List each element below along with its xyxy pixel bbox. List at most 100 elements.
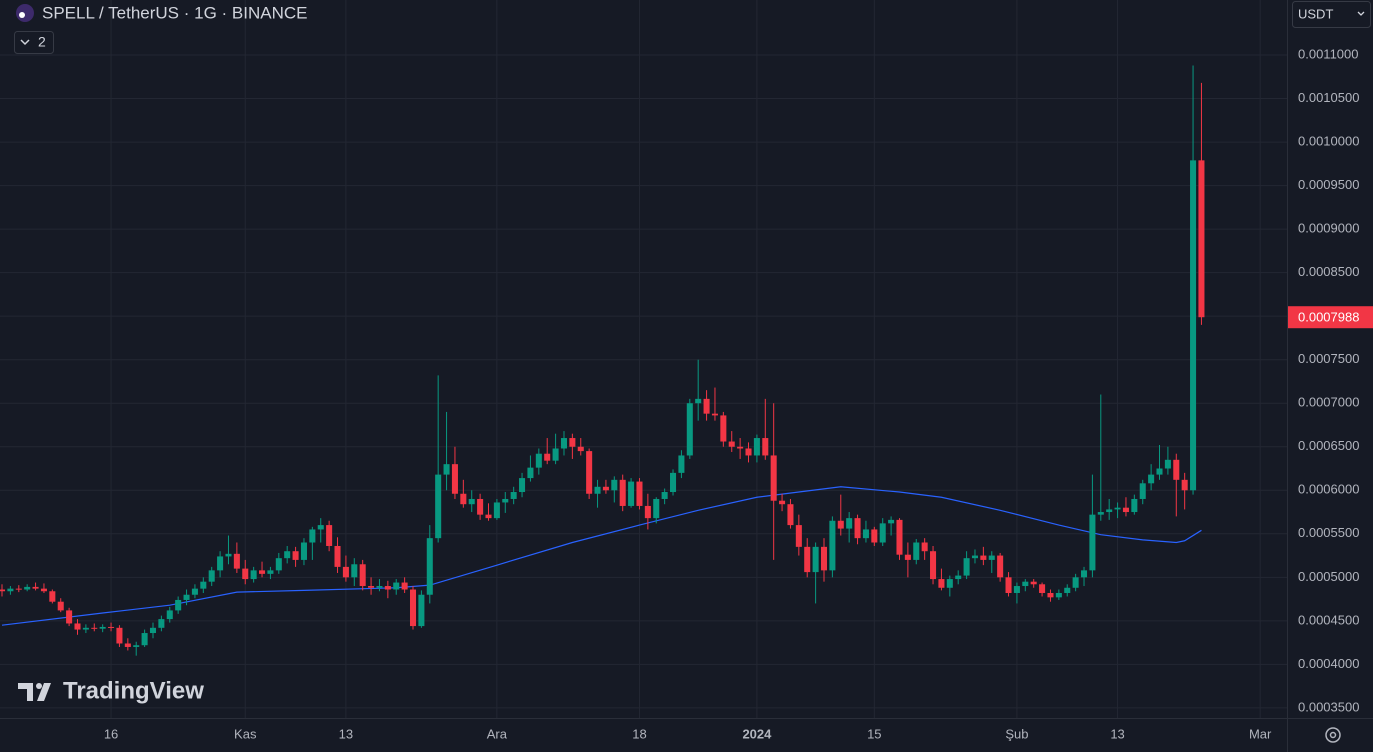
- candle-body: [359, 564, 366, 587]
- candle-body: [820, 546, 828, 571]
- watermark-text: TradingView: [63, 677, 204, 704]
- candle-body: [896, 519, 903, 555]
- settings-button[interactable]: [1325, 727, 1341, 743]
- x-tick-label: 13: [339, 726, 353, 741]
- candle-body: [0, 589, 6, 592]
- plot-area: [0, 65, 1205, 656]
- candle-body: [829, 520, 836, 571]
- candle-body: [560, 438, 568, 449]
- y-tick-label: 0.0007500: [1298, 351, 1359, 366]
- chart-title: SPELL / TetherUS · 1G · BINANCE: [42, 3, 307, 22]
- x-tick-label: 13: [1110, 726, 1124, 741]
- candle-body: [795, 525, 802, 547]
- candle-body: [124, 643, 131, 647]
- currency-select[interactable]: [1292, 1, 1371, 28]
- candle-body: [762, 438, 769, 456]
- candle-body: [166, 610, 173, 620]
- candle-body: [661, 492, 668, 499]
- candle-body: [1181, 479, 1188, 491]
- candle-body: [535, 453, 542, 468]
- candle-body: [7, 588, 14, 592]
- y-tick-label: 0.0009000: [1298, 221, 1359, 236]
- candle-body: [963, 558, 970, 576]
- candle-body: [158, 619, 165, 628]
- candle-body: [468, 498, 475, 505]
- candle-body: [74, 623, 81, 630]
- candle-body: [435, 474, 442, 539]
- candle-body: [1148, 474, 1155, 484]
- candle-body: [217, 556, 224, 571]
- candle-body: [812, 546, 819, 573]
- y-tick-label: 0.0004000: [1298, 656, 1359, 671]
- candle-body: [846, 518, 853, 529]
- indicator-toggle[interactable]: [14, 31, 54, 54]
- candle-body: [57, 601, 64, 611]
- currency-label: USDT: [1298, 6, 1333, 21]
- x-tick-label: 15: [867, 726, 881, 741]
- candle-body: [133, 645, 140, 647]
- candle-body: [493, 502, 500, 519]
- candle-body: [451, 464, 458, 494]
- candle-body: [300, 542, 307, 560]
- candle-body: [1022, 581, 1029, 587]
- candle-body: [636, 481, 643, 506]
- candle-body: [1064, 587, 1071, 593]
- candle-body: [955, 575, 962, 580]
- candle-body: [711, 413, 718, 416]
- candle-body: [368, 586, 375, 588]
- symbol-icon-dot: [19, 12, 25, 18]
- grid: [0, 0, 1287, 718]
- candle-body: [1080, 570, 1088, 578]
- candle-body: [670, 472, 677, 493]
- candle-body: [183, 594, 190, 600]
- chevron-icon: [1357, 11, 1365, 16]
- candle-body: [703, 398, 710, 414]
- candle-body: [904, 554, 911, 560]
- candle-body: [141, 633, 148, 646]
- candle-body: [49, 591, 56, 602]
- y-tick-label: 0.0007000: [1298, 395, 1359, 410]
- logo-shape: [37, 683, 51, 701]
- candle-body: [980, 555, 987, 560]
- candle-body: [460, 493, 467, 505]
- candle-body: [586, 451, 593, 494]
- candle-body: [602, 486, 609, 491]
- candle-body: [921, 542, 928, 552]
- last-price-box: [1288, 306, 1373, 329]
- candle-body: [644, 505, 651, 519]
- candle-body: [233, 553, 240, 569]
- candle-body: [745, 448, 752, 456]
- candle-body: [191, 588, 198, 595]
- x-tick-label: 16: [104, 726, 118, 741]
- candle-body: [628, 481, 635, 506]
- candle-body: [770, 455, 777, 501]
- candle-body: [1039, 584, 1046, 593]
- candle-body: [569, 438, 576, 447]
- candle-body: [510, 492, 517, 499]
- candle-body: [1106, 509, 1113, 513]
- y-tick-label: 0.0004500: [1298, 612, 1359, 627]
- candle-body: [653, 498, 660, 519]
- candle-body: [871, 529, 878, 543]
- candle-body: [1055, 592, 1062, 598]
- candle-body: [32, 586, 39, 589]
- candle-body: [502, 498, 509, 503]
- candle-body: [1005, 577, 1012, 593]
- candle-body: [208, 570, 215, 582]
- candle-body: [418, 594, 425, 627]
- candle-body: [619, 479, 626, 506]
- candle-body: [544, 453, 551, 461]
- candle-body: [91, 627, 98, 629]
- candle-body: [242, 568, 249, 580]
- candle-body: [753, 438, 760, 456]
- candle-body: [594, 486, 601, 494]
- y-tick-label: 0.0005000: [1298, 569, 1359, 584]
- candle-body: [1047, 592, 1054, 598]
- candle-body: [116, 627, 123, 644]
- x-tick-label: 2024: [742, 726, 772, 741]
- candle-body: [40, 588, 47, 592]
- y-tick-label: 0.0009500: [1298, 177, 1359, 192]
- candle-body: [1114, 507, 1121, 510]
- y-tick-label: 0.0006500: [1298, 438, 1359, 453]
